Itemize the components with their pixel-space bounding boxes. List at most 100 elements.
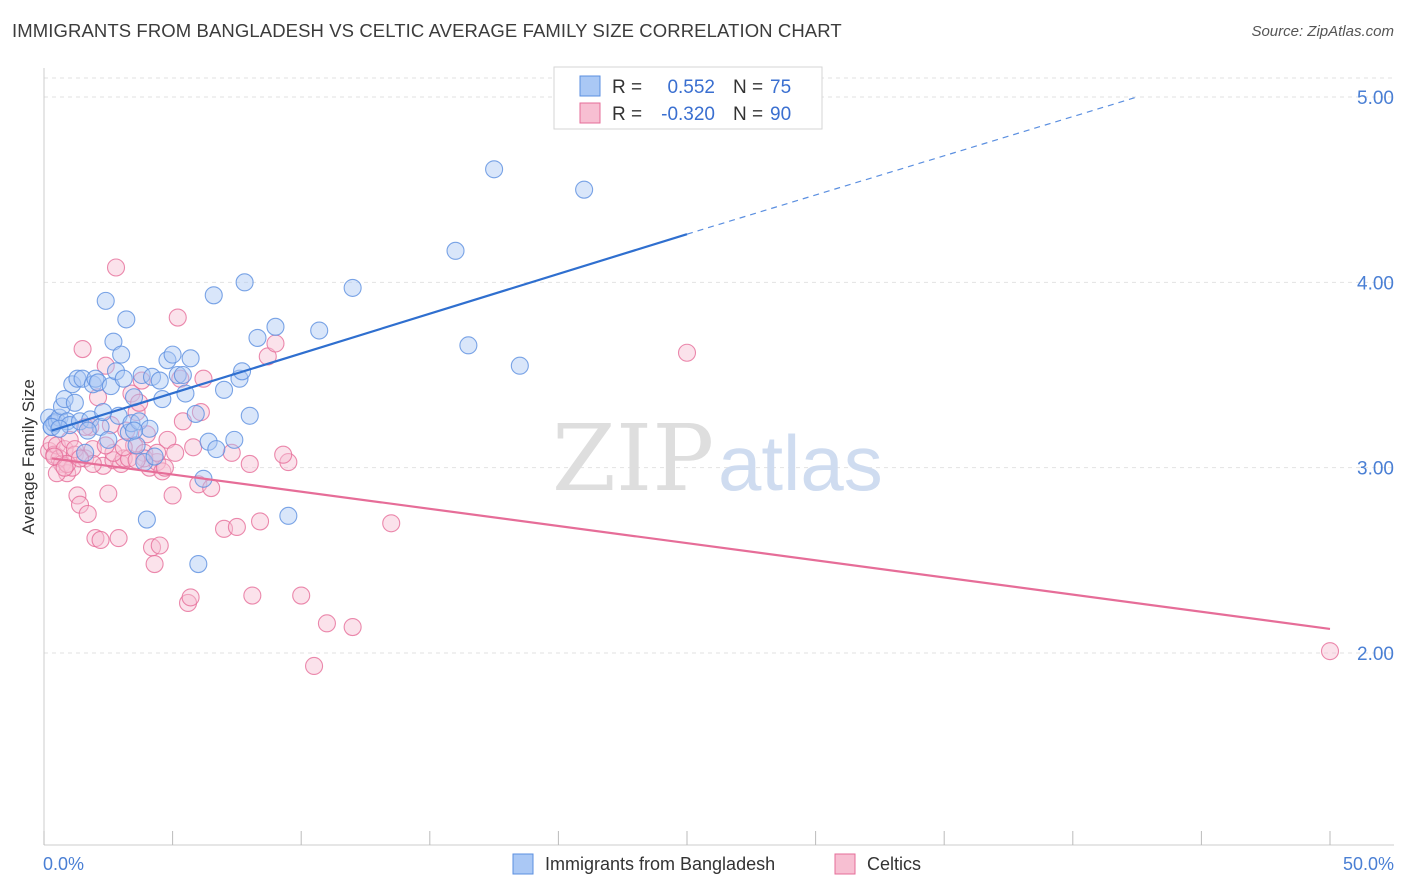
point-bangladesh [225,430,244,449]
point-bangladesh [207,440,226,459]
point-celtics [382,514,401,533]
source-label: Source: ZipAtlas.com [1251,23,1394,40]
point-celtics [168,308,187,327]
point-bangladesh [63,375,82,394]
point-celtics [266,334,285,353]
legend-n-value-1: 75 [770,77,791,98]
legend-n-label-2: N = [733,104,763,125]
point-celtics [343,618,362,637]
point-celtics [109,529,128,548]
point-celtics [292,586,311,605]
point-bangladesh [240,406,259,425]
point-bangladesh [163,345,182,364]
point-celtics [166,443,185,462]
point-celtics [91,530,110,549]
point-celtics [240,454,259,474]
watermark-atlas: atlas [718,419,883,507]
point-bangladesh [446,241,465,260]
point-celtics [163,486,182,505]
point-celtics [96,356,115,375]
trend-line-celtics [51,457,1331,630]
bottom-legend-swatch-pink [834,853,856,875]
point-bangladesh [310,321,329,340]
point-bangladesh [214,380,234,399]
legend-swatch-pink [579,102,601,124]
point-bangladesh [186,404,205,423]
point-celtics [150,536,169,555]
point-bangladesh [76,443,95,462]
point-bangladesh [127,436,146,455]
point-bangladesh [173,365,192,385]
point-celtics [243,586,262,605]
bottom-legend-label-bangladesh: Immigrants from Bangladesh [545,854,775,874]
x-tick-labels: 0.0% 50.0% [43,854,1394,874]
point-bangladesh [181,349,200,368]
watermark-zip: ZIP [552,405,714,512]
trend-line-bangladesh [51,233,688,432]
point-bangladesh [158,351,177,370]
point-bangladesh [114,369,133,388]
point-bangladesh [189,554,208,574]
trend-lines [51,96,1331,630]
point-bangladesh [130,412,149,431]
point-bangladesh [73,369,92,388]
point-bangladesh [248,328,267,347]
point-celtics [45,447,64,466]
point-celtics [106,258,126,277]
point-bangladesh [204,286,223,305]
point-celtics [274,445,293,464]
y-tick-labels: 2.00 3.00 4.00 5.00 [1357,88,1394,665]
point-bangladesh [99,430,118,449]
point-celtics [145,554,164,574]
legend-swatch-blue [579,75,601,97]
watermark: ZIP atlas [552,405,883,512]
point-celtics [250,512,270,531]
legend-r-label-1: R = [612,77,642,98]
point-celtics [132,371,151,390]
point-bangladesh [176,384,195,403]
legend-n-label-1: N = [733,77,763,98]
point-bangladesh [150,371,169,390]
y-axis-title: Average Family Size [19,379,38,535]
point-bangladesh [96,291,115,310]
point-bangladesh [106,362,126,381]
point-celtics [181,588,200,607]
point-celtics [227,517,246,537]
point-bangladesh [279,506,298,525]
point-bangladesh [78,421,97,440]
y-tick-label: 3.00 [1357,459,1394,480]
point-celtics [70,495,90,514]
bottom-legend: Immigrants from Bangladesh Celtics [512,853,921,875]
y-tick-label: 4.00 [1357,273,1394,294]
y-tick-label: 5.00 [1357,88,1394,109]
axes [43,68,1394,846]
trend-line-bangladesh-extension [686,96,1138,235]
point-celtics [1320,642,1340,661]
legend-n-value-2: 90 [770,104,791,125]
point-celtics [677,343,697,362]
y-tick-label: 2.00 [1357,644,1394,665]
legend-box: R = 0.552 N = 75 R = -0.320 N = 90 [553,66,823,130]
chart-title: IMMIGRANTS FROM BANGLADESH VS CELTIC AVE… [12,20,842,41]
point-bangladesh [235,273,254,292]
point-bangladesh [343,278,362,297]
point-celtics [99,484,118,503]
point-celtics [184,438,203,457]
bottom-legend-swatch-blue [512,853,534,875]
point-bangladesh [575,180,594,199]
point-celtics [305,656,324,676]
point-bangladesh [65,393,84,412]
point-bangladesh [137,510,156,529]
point-bangladesh [199,432,218,451]
point-celtics [55,440,74,459]
point-celtics [65,440,84,459]
point-bangladesh [168,365,187,385]
series-bangladesh [40,160,594,574]
point-bangladesh [122,414,141,433]
legend-r-label-2: R = [612,104,642,125]
point-bangladesh [140,419,159,438]
legend-r-value-1: 0.552 [667,77,715,98]
legend-r-value-2: -0.320 [661,104,715,125]
bottom-legend-label-celtics: Celtics [867,854,921,874]
